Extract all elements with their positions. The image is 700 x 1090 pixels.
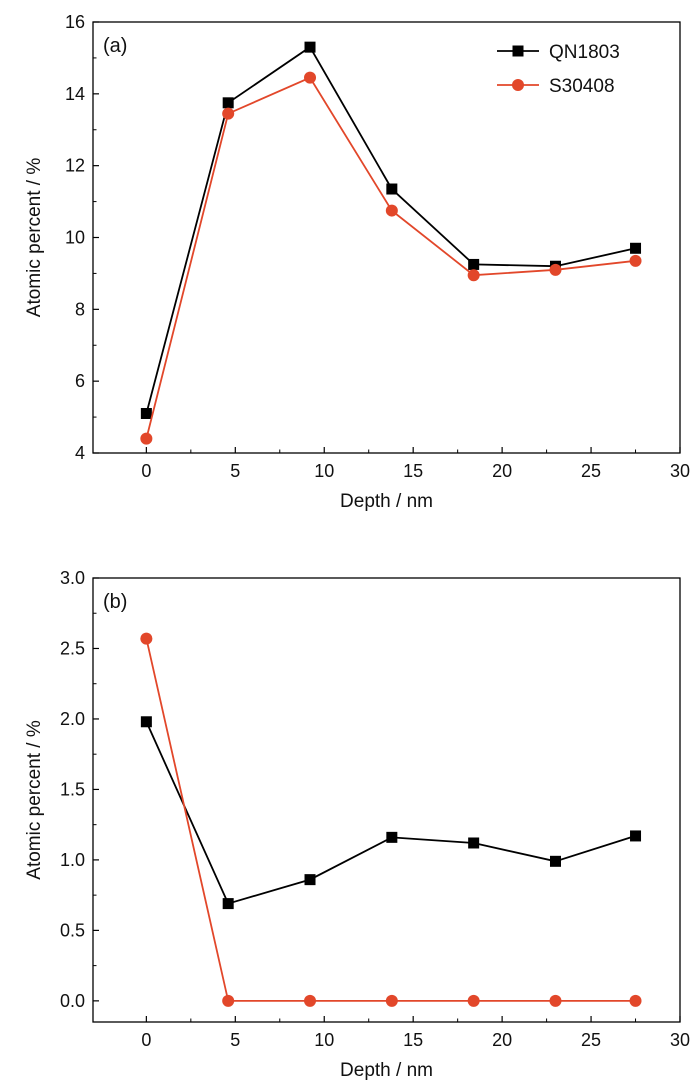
legend-marker [512,45,524,57]
x-tick-label: 0 [141,1030,151,1050]
y-tick-label: 8 [75,299,85,319]
x-tick-label: 25 [581,461,601,481]
data-point-qn1803 [304,41,316,53]
data-point-qn1803 [140,716,152,728]
y-tick-label: 16 [65,12,85,32]
data-point-s30408 [304,71,317,84]
y-tick-label: 2.0 [60,709,85,729]
y-tick-label: 14 [65,84,85,104]
data-point-qn1803 [468,258,480,270]
x-axis-label: Depth / nm [340,491,433,512]
data-point-s30408 [629,994,642,1007]
y-tick-label: 1.0 [60,850,85,870]
y-tick-label: 3.0 [60,568,85,588]
y-tick-label: 4 [75,443,85,463]
y-tick-label: 0.5 [60,920,85,940]
data-point-s30408 [385,994,398,1007]
y-tick-label: 0.0 [60,991,85,1011]
data-point-s30408 [140,432,153,445]
panel-label: (a) [103,35,127,57]
x-tick-label: 10 [314,461,334,481]
data-point-s30408 [222,994,235,1007]
data-point-s30408 [140,632,153,645]
y-tick-label: 10 [65,228,85,248]
series-line-s30408 [145,638,636,1002]
data-point-qn1803 [468,837,480,849]
data-point-s30408 [385,204,398,217]
data-point-qn1803 [386,183,398,195]
data-point-qn1803 [630,830,642,842]
legend-entry: S30408 [549,76,615,97]
y-axis-label: Atomic percent / % [24,720,45,880]
y-tick-label: 12 [65,156,85,176]
y-tick-label: 2.5 [60,638,85,658]
x-tick-label: 20 [492,1030,512,1050]
data-point-s30408 [549,994,562,1007]
x-tick-label: 15 [403,1030,423,1050]
data-point-qn1803 [222,898,234,910]
x-tick-label: 25 [581,1030,601,1050]
x-tick-label: 0 [141,461,151,481]
y-tick-label: 1.5 [60,779,85,799]
data-point-s30408 [629,254,642,267]
x-tick-label: 5 [230,1030,240,1050]
x-axis-label: Depth / nm [340,1060,433,1081]
data-point-s30408 [467,994,480,1007]
panel-label: (b) [103,591,127,613]
legend-marker [512,79,524,91]
x-tick-label: 30 [670,461,690,481]
legend-entry: QN1803 [549,42,620,63]
data-point-qn1803 [630,242,642,254]
x-tick-label: 5 [230,461,240,481]
series-line-qn1803 [145,45,636,414]
data-point-qn1803 [140,407,152,419]
data-point-qn1803 [222,97,234,109]
chart-panel-b: 0 5 10 15 20 25 30 0.0 0.5 1.0 1.5 2.0 2.5 3.0 Depth /… [24,568,690,1081]
legend: QN1803 S30408 [497,42,620,97]
data-point-s30408 [549,263,562,276]
series-line-qn1803 [145,721,636,905]
x-tick-label: 20 [492,461,512,481]
data-point-s30408 [222,107,235,120]
y-tick-label: 6 [75,371,85,391]
x-tick-label: 15 [403,461,423,481]
data-point-qn1803 [304,874,316,886]
chart-panel-a: 0 5 10 15 20 25 30 4 6 8 10 12 14 16 Depth / nm Atomic … [24,12,690,512]
plot-frame [92,577,681,1023]
y-axis-label: Atomic percent / % [24,158,45,318]
data-point-s30408 [467,269,480,282]
x-tick-label: 10 [314,1030,334,1050]
data-point-s30408 [304,994,317,1007]
x-tick-label: 30 [670,1030,690,1050]
data-point-qn1803 [549,855,561,867]
data-point-qn1803 [386,831,398,843]
